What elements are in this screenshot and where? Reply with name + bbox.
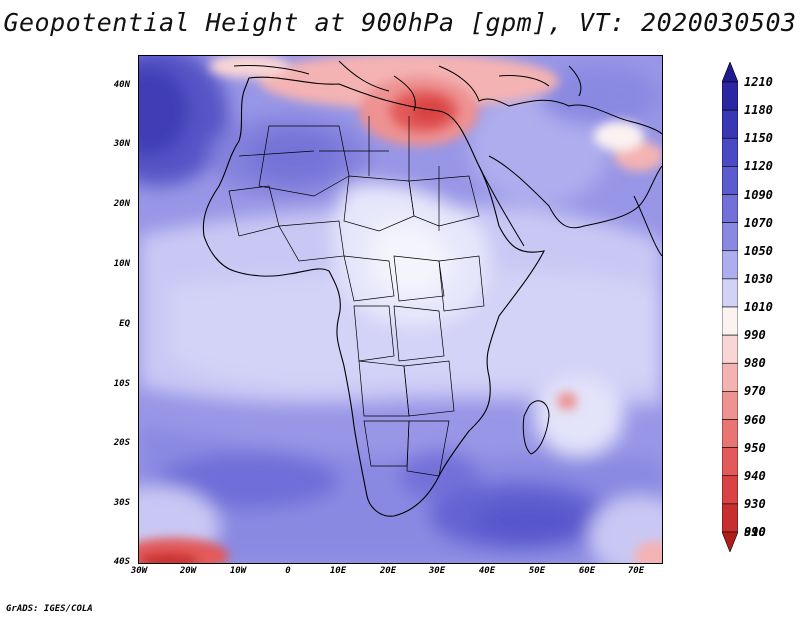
country-borders [228, 116, 485, 477]
lat-label-40s: 40S [113, 557, 130, 567]
lat-label-20s: 20S [113, 438, 130, 448]
lat-label-20n: 20N [113, 199, 130, 209]
colorbar [722, 62, 738, 552]
lat-label-30n: 30N [113, 139, 130, 149]
colorbar-top-arrow [722, 62, 738, 83]
colorbar-bottom-arrow [722, 531, 738, 552]
colorbar-swatch [722, 81, 738, 111]
colorbar-label: 950 [744, 440, 766, 455]
coastlines [202, 60, 662, 517]
colorbar-swatch [722, 278, 738, 308]
colorbar-label: 990 [744, 328, 766, 343]
colorbar-swatch [722, 109, 738, 139]
map-panel [138, 55, 663, 564]
lat-label-eq: EQ [119, 319, 130, 329]
colorbar-swatch [722, 447, 738, 477]
colorbar-label: 1050 [744, 243, 773, 258]
colorbar-label: 960 [744, 412, 766, 427]
lon-label-10w: 10W [229, 566, 247, 576]
colorbar-label: 930 [744, 496, 766, 511]
colorbar-swatch [722, 194, 738, 223]
geopotential-map [139, 56, 662, 563]
lon-label-20w: 20W [179, 566, 197, 576]
colorbar-swatch [722, 362, 738, 392]
colorbar-label: 890 [744, 525, 766, 539]
lat-label-10n: 10N [113, 259, 130, 269]
colorbar-label: 1210 [744, 75, 773, 89]
colorbar-swatch [722, 391, 738, 420]
colorbar-label: 910 [744, 525, 766, 539]
colorbar-label: 980 [744, 356, 766, 371]
colorbar-label: 970 [744, 384, 766, 399]
lon-label-40e: 40E [478, 566, 496, 576]
colorbar-label: 1070 [744, 215, 773, 230]
colorbar-swatch [722, 306, 738, 336]
lon-label-50e: 50E [528, 566, 546, 576]
colorbar-swatch [722, 503, 738, 533]
lon-label-20e: 20E [379, 566, 397, 576]
height-field-shading [139, 56, 662, 563]
colorbar-swatch [722, 250, 738, 280]
colorbar-label: 940 [744, 468, 766, 483]
colorbar-swatch [722, 419, 738, 448]
lat-label-40n: 40N [113, 80, 130, 90]
colorbar-label: 1010 [744, 300, 773, 314]
lon-label-30e: 30E [428, 566, 446, 576]
colorbar-swatch [722, 222, 738, 252]
lat-label-30s: 30S [113, 498, 130, 508]
colorbar-label: 1120 [744, 159, 773, 174]
lon-label-10e: 10E [329, 566, 347, 576]
colorbar-label: 1180 [744, 103, 773, 118]
lon-label-0: 0 [285, 566, 291, 576]
colorbar-swatch [722, 334, 738, 364]
lon-label-60e: 60E [578, 566, 596, 576]
grads-credit: GrADS: IGES/COLA [6, 604, 93, 614]
lon-label-30w: 30W [130, 566, 148, 576]
colorbar-swatch [722, 475, 738, 505]
colorbar-label: 1090 [744, 187, 773, 202]
colorbar-label: 1150 [744, 131, 773, 146]
lon-label-70e: 70E [627, 566, 645, 576]
map-title: Geopotential Height at 900hPa [gpm], VT:… [3, 8, 797, 37]
colorbar-label: 1030 [744, 271, 773, 286]
colorbar-swatch [722, 137, 738, 167]
lat-label-10s: 10S [113, 379, 130, 389]
low-pressure-anomalies [139, 56, 662, 563]
colorbar-swatch [722, 166, 738, 195]
